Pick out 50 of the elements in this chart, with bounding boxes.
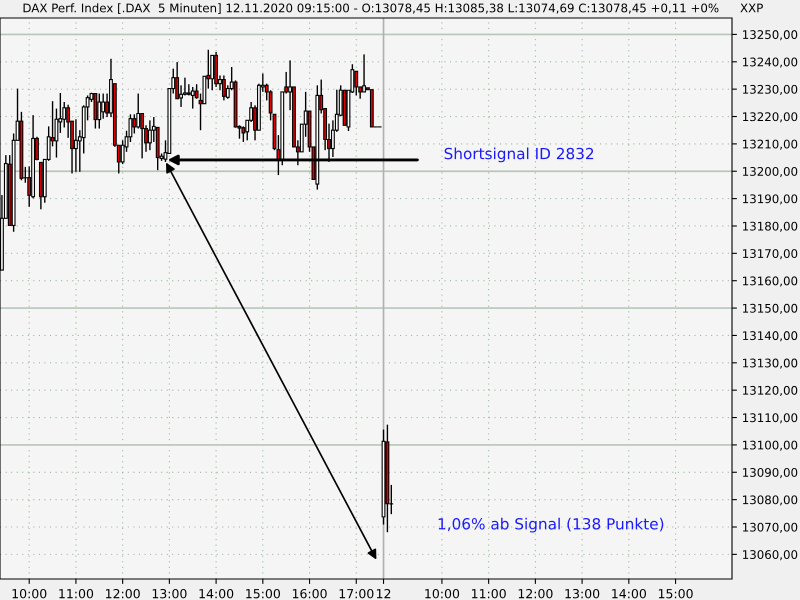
candlestick [101, 92, 106, 120]
y-tick-label: 13190,00 [743, 194, 798, 204]
y-tick-label: 13170,00 [743, 249, 798, 260]
x-tick-label: 10:00 [425, 588, 460, 598]
y-tick-label: 13150,00 [743, 304, 798, 314]
annotation: 1,06% ab Signal (138 Punkte) [438, 518, 664, 533]
x-tick-label: 13:00 [152, 588, 187, 598]
y-tick-label: 13080,00 [743, 495, 798, 506]
candlestick [186, 84, 191, 96]
candlestick [97, 92, 102, 130]
y-tick-label: 13110,00 [743, 413, 798, 424]
candlestick [222, 74, 226, 102]
y-tick-label: 13220,00 [743, 112, 798, 122]
y-tick-label: 13090,00 [743, 468, 798, 478]
y-tick-label: 13240,00 [743, 58, 798, 68]
x-tick-label: 16:00 [292, 588, 327, 598]
x-tick-label: 15:00 [246, 588, 280, 598]
candlestick [190, 86, 195, 110]
x-tick-label: 10:00 [12, 588, 46, 598]
x-tick-label: 12:00 [518, 588, 553, 598]
y-tick-label: 13200,00 [743, 166, 798, 178]
y-tick-label: 13140,00 [743, 331, 798, 342]
y-tick-label: 13100,00 [743, 440, 798, 451]
candlestick [354, 70, 358, 96]
y-tick-label: 13120,00 [743, 386, 798, 396]
candlestick [74, 118, 78, 172]
x-tick-label: 11:00 [59, 588, 94, 598]
candlestick [362, 54, 366, 93]
x-tick-label: 15:00 [658, 588, 693, 598]
x-tick-label: 12 [376, 588, 390, 598]
y-tick-label: 13070,00 [743, 522, 798, 533]
candlestick [132, 114, 136, 134]
y-tick-label: 13230,00 [743, 84, 798, 96]
y-tick-label: 13250,00 [743, 30, 798, 40]
y-tick-label: 13130,00 [743, 358, 798, 369]
x-tick-label: 17:00 [340, 588, 374, 598]
candlestick [148, 120, 152, 151]
text: XXP [740, 4, 763, 12]
x-tick-label: 13:00 [565, 588, 600, 598]
annotation: Shortsignal ID 2832 [444, 147, 594, 162]
y-tick-label: 13210,00 [743, 140, 798, 150]
candlestick [136, 92, 140, 130]
y-tick-label: 13160,00 [743, 276, 798, 287]
x-tick-label: 12:00 [106, 588, 140, 598]
y-tick-label: 13060,00 [743, 550, 798, 560]
x-tick-label: 11:00 [472, 588, 506, 598]
x-tick-label: 14:00 [612, 588, 646, 598]
chart-title: DAX Perf. Index [.DAX 5 Minuten] 12.11.2020 09:15:00 - O:13078,45 H:13085,38 L:13074,69 C:13078,45 +0,11 +0% [24, 3, 718, 14]
y-tick-label: 13180,00 [743, 222, 798, 232]
x-tick-label: 14:00 [199, 588, 234, 598]
